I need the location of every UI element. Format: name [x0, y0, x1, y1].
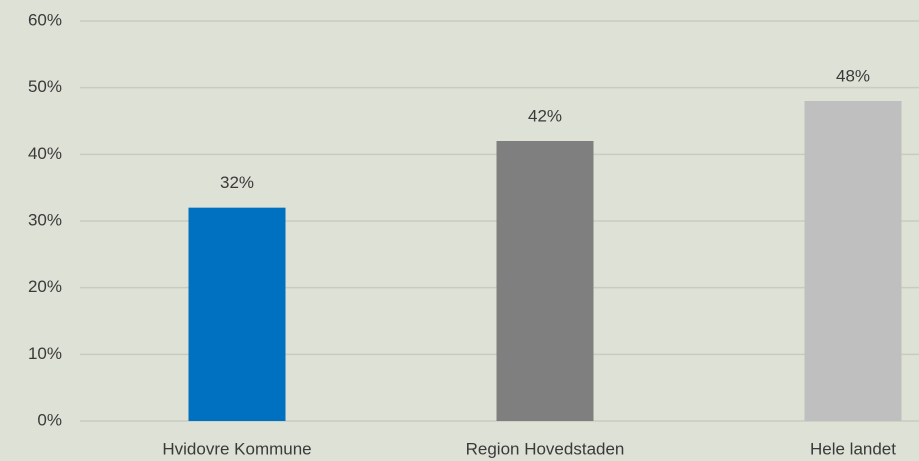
y-tick-label: 0% [37, 410, 62, 429]
value-label: 42% [528, 106, 562, 125]
bar [188, 207, 286, 421]
y-tick-label: 20% [28, 277, 62, 296]
value-label: 32% [220, 173, 254, 192]
x-tick-label: Hele landet [810, 439, 896, 458]
value-label: 48% [836, 66, 870, 85]
y-tick-label: 40% [28, 144, 62, 163]
y-tick-label: 30% [28, 210, 62, 229]
bar [804, 101, 902, 421]
x-tick-label: Hvidovre Kommune [162, 439, 311, 458]
y-tick-label: 60% [28, 10, 62, 29]
x-tick-label: Region Hovedstaden [466, 439, 625, 458]
y-tick-label: 10% [28, 344, 62, 363]
y-tick-label: 50% [28, 77, 62, 96]
bar [496, 141, 594, 421]
